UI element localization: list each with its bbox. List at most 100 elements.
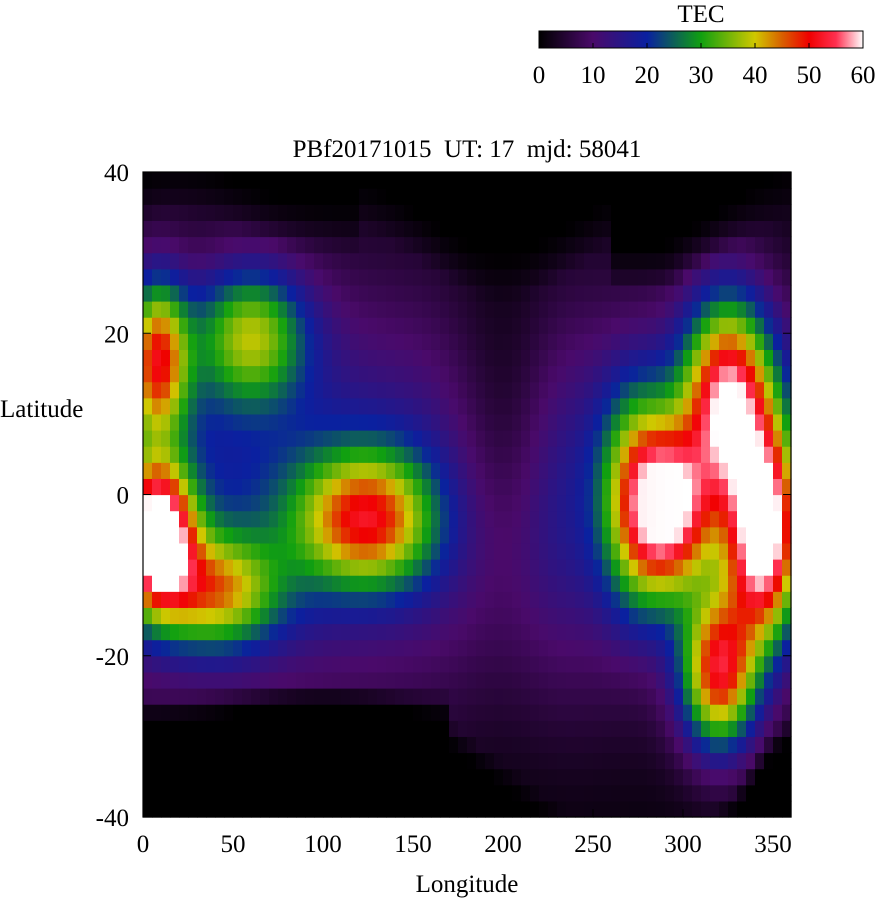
heatmap-cell bbox=[413, 365, 423, 383]
heatmap-cell bbox=[557, 559, 567, 576]
heatmap-cell bbox=[314, 397, 324, 415]
heatmap-cell bbox=[224, 688, 234, 705]
heatmap-cell bbox=[278, 430, 288, 447]
heatmap-cell bbox=[458, 736, 468, 754]
heatmap-cell bbox=[746, 172, 756, 189]
heatmap-cell bbox=[341, 365, 351, 383]
heatmap-cell bbox=[620, 607, 630, 625]
heatmap-cell bbox=[521, 671, 531, 689]
heatmap-cell bbox=[566, 784, 576, 802]
heatmap-cell bbox=[368, 526, 378, 544]
heatmap-cell bbox=[341, 333, 351, 350]
heatmap-cell bbox=[773, 301, 783, 318]
heatmap-cell bbox=[332, 494, 342, 512]
heatmap-cell bbox=[350, 349, 360, 367]
heatmap-cell bbox=[215, 381, 225, 399]
heatmap-cell bbox=[449, 430, 459, 447]
heatmap-cell bbox=[269, 752, 279, 770]
heatmap-cell bbox=[287, 381, 297, 399]
heatmap-cell bbox=[782, 768, 792, 786]
heatmap-cell bbox=[746, 768, 756, 786]
heatmap-cell bbox=[350, 188, 360, 205]
heatmap-cell bbox=[602, 607, 612, 625]
heatmap-cell bbox=[638, 671, 648, 689]
heatmap-cell bbox=[215, 172, 225, 189]
heatmap-cell bbox=[494, 688, 504, 705]
heatmap-cell bbox=[368, 188, 378, 205]
heatmap-cell bbox=[422, 397, 432, 415]
heatmap-cell bbox=[692, 172, 702, 189]
heatmap-cell bbox=[323, 542, 333, 560]
heatmap-cell bbox=[494, 575, 504, 592]
heatmap-cell bbox=[521, 542, 531, 560]
heatmap-cell bbox=[647, 172, 657, 189]
heatmap-cell bbox=[449, 236, 459, 254]
heatmap-cell bbox=[206, 462, 216, 479]
heatmap-cell bbox=[665, 639, 675, 657]
heatmap-cell bbox=[170, 365, 180, 383]
heatmap-cell bbox=[161, 365, 171, 383]
heatmap-cell bbox=[449, 204, 459, 221]
heatmap-cell bbox=[359, 768, 369, 786]
heatmap-cell bbox=[674, 268, 684, 286]
heatmap-cell bbox=[647, 800, 657, 818]
heatmap-cell bbox=[215, 188, 225, 205]
heatmap-cell bbox=[755, 268, 765, 286]
heatmap-cell bbox=[539, 704, 549, 721]
heatmap-cell bbox=[602, 284, 612, 302]
heatmap-cell bbox=[413, 446, 423, 463]
heatmap-cell bbox=[512, 526, 522, 544]
heatmap-cell bbox=[620, 446, 630, 463]
heatmap-cell bbox=[269, 768, 279, 786]
heatmap-cell bbox=[440, 413, 450, 431]
heatmap-cell bbox=[611, 704, 621, 721]
heatmap-cell bbox=[773, 236, 783, 254]
heatmap-cell bbox=[575, 397, 585, 415]
heatmap-cell bbox=[728, 800, 738, 818]
heatmap-cell bbox=[368, 204, 378, 221]
heatmap-cell bbox=[683, 736, 693, 754]
heatmap-cell bbox=[548, 542, 558, 560]
heatmap-cell bbox=[368, 446, 378, 463]
heatmap-cell bbox=[503, 252, 513, 270]
heatmap-cell bbox=[179, 172, 189, 189]
heatmap-cell bbox=[692, 446, 702, 463]
heatmap-cell bbox=[611, 268, 621, 286]
heatmap-cell bbox=[728, 752, 738, 770]
heatmap-cell bbox=[647, 397, 657, 415]
heatmap-cell bbox=[161, 317, 171, 334]
heatmap-cell bbox=[215, 510, 225, 528]
heatmap-cell bbox=[503, 575, 513, 592]
heatmap-cell bbox=[728, 317, 738, 334]
heatmap-cell bbox=[179, 268, 189, 286]
heatmap-cell bbox=[431, 188, 441, 205]
heatmap-cell bbox=[782, 655, 792, 673]
heatmap-cell bbox=[485, 526, 495, 544]
heatmap-cell bbox=[755, 510, 765, 528]
heatmap-cell bbox=[215, 623, 225, 641]
heatmap-cell bbox=[782, 736, 792, 754]
heatmap-cell bbox=[557, 252, 567, 270]
heatmap-cell bbox=[359, 204, 369, 221]
heatmap-cell bbox=[161, 736, 171, 754]
heatmap-cell bbox=[359, 623, 369, 641]
heatmap-cell bbox=[611, 172, 621, 189]
heatmap-cell bbox=[674, 752, 684, 770]
heatmap-cell bbox=[584, 591, 594, 608]
heatmap-cell bbox=[314, 301, 324, 318]
heatmap-cell bbox=[638, 317, 648, 334]
heatmap-cell bbox=[593, 446, 603, 463]
heatmap-cell bbox=[224, 478, 234, 496]
heatmap-cell bbox=[242, 720, 252, 737]
heatmap-cell bbox=[260, 784, 270, 802]
heatmap-cell bbox=[314, 236, 324, 254]
heatmap-cell bbox=[260, 446, 270, 463]
heatmap-cell bbox=[656, 752, 666, 770]
heatmap-cell bbox=[683, 381, 693, 399]
heatmap-cell bbox=[512, 623, 522, 641]
heatmap-cell bbox=[494, 559, 504, 576]
heatmap-cell bbox=[386, 413, 396, 431]
heatmap-cell bbox=[368, 462, 378, 479]
heatmap-cell bbox=[449, 704, 459, 721]
heatmap-cell bbox=[584, 704, 594, 721]
